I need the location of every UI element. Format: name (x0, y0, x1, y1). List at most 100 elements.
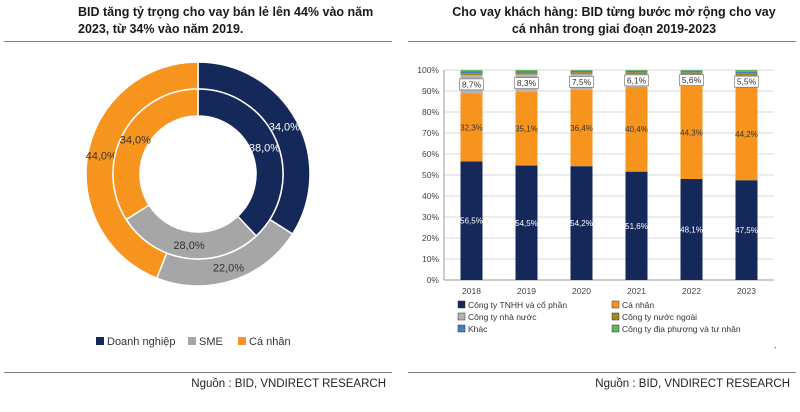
bar-2020-3 (570, 72, 593, 74)
bar-label-2021-0: 51,6% (625, 222, 648, 231)
bar-2022-5 (680, 70, 703, 71)
bar-legend-swatch-5 (611, 324, 620, 333)
bar-legend-label-2: Công ty nhà nước (468, 312, 537, 322)
bar-xtick-4: 2022 (682, 286, 701, 296)
bar-ytick-9: 90% (422, 86, 439, 96)
donut-inner-label-0: 38,0% (249, 143, 280, 155)
bar-ytick-10: 100% (417, 65, 439, 75)
bar-label-2022-1: 44,3% (680, 128, 703, 137)
bar-2018-0 (460, 161, 483, 280)
bar-2018-4 (460, 71, 483, 74)
bar-2018-3 (460, 73, 483, 76)
bar-2019-4 (515, 71, 538, 73)
bar-label-2018-1: 32,3% (460, 123, 483, 132)
bar-label-2023-0: 47,5% (735, 226, 758, 235)
bar-ytick-2: 20% (422, 233, 439, 243)
bar-xtick-5: 2023 (737, 286, 756, 296)
bar-label-box-2021-2 (624, 74, 649, 87)
bar-2023-1 (735, 87, 758, 181)
bar-footnote-mark: ` (774, 346, 777, 356)
left-source-divider (4, 372, 392, 373)
bar-ytick-1: 10% (422, 254, 439, 264)
donut-legend-label-0: Doanh nghiệp (107, 336, 176, 348)
bar-legend-label-4: Khác (468, 324, 488, 334)
bar-ytick-0: 0% (427, 275, 440, 285)
bar-2021-4 (625, 70, 648, 73)
right-title-divider (408, 41, 796, 42)
bar-label-box-2018-2 (459, 78, 484, 91)
bar-2020-0 (570, 166, 593, 280)
bar-ytick-8: 80% (422, 107, 439, 117)
bar-2021-0 (625, 171, 648, 280)
bar-label-2018-2: 8,7% (462, 79, 482, 89)
bar-2022-4 (680, 70, 703, 73)
bar-label-2019-0: 54,5% (515, 219, 538, 228)
bar-label-2023-1: 44,2% (735, 130, 758, 139)
bar-ytick-3: 30% (422, 212, 439, 222)
bar-label-box-2022-2 (679, 74, 704, 86)
stacked-bar-chart: 0% 10% 20% 30% 40% 50% 60% 70% 80% 90% 100% 56,5% 32… (417, 65, 777, 356)
bar-label-2023-2: 5,5% (737, 77, 757, 87)
left-chart-panel: BID tăng tỷ trọng cho vay bán lẻ lên 44%… (0, 0, 396, 412)
bar-label-2020-2: 7,5% (572, 77, 592, 87)
bar-label-box-2020-2 (569, 76, 594, 88)
bar-xtick-1: 2019 (517, 286, 536, 296)
right-chart-panel: Cho vay khách hàng: BID từng bước mở rộn… (404, 0, 800, 412)
bar-label-2019-2: 8,3% (517, 78, 537, 88)
bar-label-2022-0: 48,1% (680, 225, 703, 234)
bar-2023-3 (735, 73, 758, 76)
bar-label-2020-0: 54,2% (570, 219, 593, 228)
left-source-note: Nguồn : BID, VNDIRECT RESEARCH (191, 378, 386, 390)
right-source-note: Nguồn : BID, VNDIRECT RESEARCH (595, 378, 790, 390)
donut-legend-label-2: Cá nhân (249, 336, 291, 348)
bar-2022-0 (680, 178, 703, 280)
donut-inner-label-1: 28,0% (173, 240, 204, 252)
right-source-divider (408, 372, 796, 373)
bar-ytick-5: 50% (422, 170, 439, 180)
bar-2023-5 (735, 70, 758, 72)
bar-2020-1 (570, 89, 593, 167)
bar-ytick-7: 70% (422, 128, 439, 138)
donut-chart: 34,0% 22,0% 44,0% 38,0% 28,0% 34,0% Doanh nghi… (85, 61, 311, 348)
bar-xtick-0: 2018 (462, 286, 481, 296)
bar-xtick-2: 2020 (572, 286, 591, 296)
bar-2019-3 (515, 72, 538, 75)
bar-label-2021-1: 40,4% (625, 125, 648, 134)
bar-legend-swatch-3 (611, 312, 620, 321)
donut-outer-label-0: 34,0% (269, 122, 300, 134)
bar-2021-1 (625, 86, 648, 172)
bar-legend-swatch-1 (611, 300, 620, 309)
bar-ytick-6: 60% (422, 149, 439, 159)
donut-inner-slice-0 (197, 88, 284, 238)
bar-legend-swatch-2 (457, 312, 466, 321)
bar-legend-label-1: Cá nhân (622, 300, 654, 310)
bar-legend-label-3: Công ty nước ngoài (622, 312, 697, 322)
bar-2019-0 (515, 165, 538, 280)
donut-outer-label-2: 44,0% (86, 151, 117, 163)
donut-legend-swatch-2 (238, 337, 246, 345)
bar-legend-label-0: Công ty TNHH và cổ phần (468, 300, 567, 310)
bar-label-box-2019-2 (514, 77, 539, 89)
bar-2023-4 (735, 71, 758, 74)
donut-inner-slice-2 (112, 88, 199, 221)
donut-outer-label-1: 22,0% (213, 263, 244, 275)
bar-2018-5 (460, 70, 483, 72)
bar-2020-4 (570, 70, 593, 73)
bar-xtick-3: 2021 (627, 286, 646, 296)
bar-2020-5 (570, 70, 593, 71)
left-chart-title: BID tăng tỷ trọng cho vay bán lẻ lên 44%… (78, 5, 374, 36)
bar-2022-1 (680, 85, 703, 179)
bar-2018-1 (460, 93, 483, 162)
bar-label-2020-1: 36,4% (570, 124, 593, 133)
bar-2021-5 (625, 70, 648, 71)
right-chart-title: Cho vay khách hàng: BID từng bước mở rộn… (452, 5, 776, 36)
bar-label-2022-2: 5,6% (682, 75, 702, 85)
bar-2021-3 (625, 72, 648, 74)
bar-label-2019-1: 35,1% (515, 125, 538, 134)
bar-legend-swatch-0 (457, 300, 466, 309)
bar-2019-5 (515, 70, 538, 72)
bar-ytick-4: 40% (422, 191, 439, 201)
bar-label-box-2023-2 (734, 75, 759, 88)
donut-inner-label-2: 34,0% (120, 135, 151, 147)
bar-label-2021-2: 6,1% (627, 75, 647, 85)
